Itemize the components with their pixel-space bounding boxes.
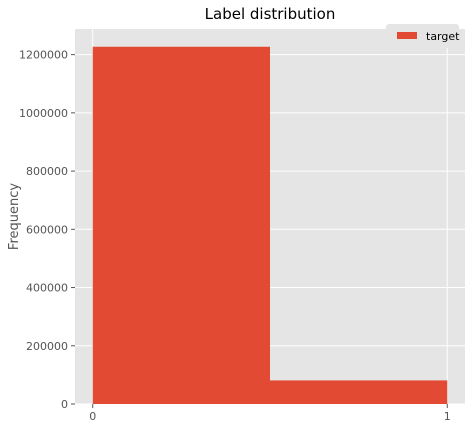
legend-box (386, 24, 459, 48)
y-tick-label: 1000000 (19, 107, 68, 120)
y-tick-label: 200000 (26, 340, 68, 353)
legend-swatch (397, 32, 417, 39)
y-tick-label: 0 (61, 398, 68, 411)
histogram-bar (92, 46, 271, 404)
x-tick-label: 0 (89, 410, 96, 423)
histogram-bar (270, 380, 448, 404)
legend-label: target (426, 30, 460, 43)
y-tick-label: 600000 (26, 223, 68, 236)
chart-title: Label distribution (205, 5, 336, 23)
legend: target (386, 24, 460, 48)
y-tick-label: 1200000 (19, 49, 68, 62)
y-axis-label: Frequency (7, 183, 22, 250)
x-tick-label: 1 (444, 410, 451, 423)
y-tick-label: 800000 (26, 165, 68, 178)
y-tick-label: 400000 (26, 282, 68, 295)
